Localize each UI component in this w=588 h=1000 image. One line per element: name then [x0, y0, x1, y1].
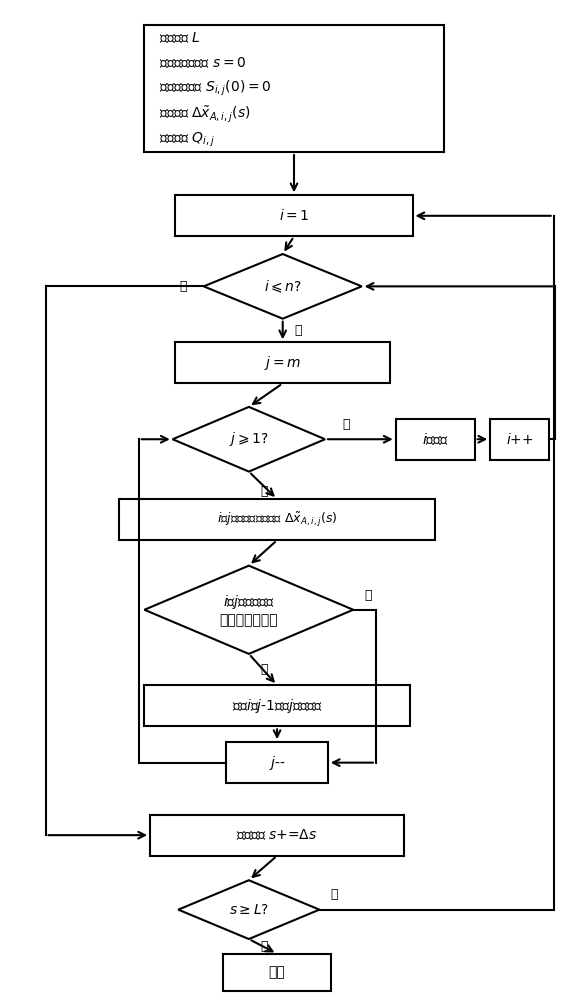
- Polygon shape: [173, 407, 325, 472]
- FancyBboxPatch shape: [145, 25, 443, 152]
- Text: 结束: 结束: [269, 965, 285, 979]
- FancyBboxPatch shape: [175, 342, 390, 383]
- Polygon shape: [178, 880, 319, 939]
- Polygon shape: [203, 254, 362, 319]
- FancyBboxPatch shape: [396, 419, 475, 460]
- Text: 选取阈値 $Q_{i,j}$: 选取阈値 $Q_{i,j}$: [159, 130, 214, 149]
- Text: $i=1$: $i=1$: [279, 208, 309, 223]
- FancyBboxPatch shape: [226, 742, 328, 783]
- FancyBboxPatch shape: [150, 815, 404, 856]
- FancyBboxPatch shape: [490, 419, 549, 460]
- Text: $j$--: $j$--: [269, 754, 285, 772]
- Text: $i$轴$j$阶累加器绝
对値大于阈値？: $i$轴$j$阶累加器绝 对値大于阈値？: [219, 593, 278, 627]
- Text: $j\geqslant 1?$: $j\geqslant 1?$: [229, 430, 269, 448]
- Polygon shape: [145, 566, 353, 654]
- FancyBboxPatch shape: [119, 499, 435, 540]
- Text: 是: 是: [260, 940, 268, 953]
- Text: 否: 否: [330, 888, 338, 901]
- Text: $i$++: $i$++: [506, 432, 533, 447]
- Text: 是: 是: [260, 663, 268, 676]
- Text: 否: 否: [179, 280, 187, 293]
- Text: $j=m$: $j=m$: [264, 354, 301, 372]
- Text: 否: 否: [365, 589, 372, 602]
- Text: 是: 是: [260, 485, 268, 498]
- Text: $i$轴进给: $i$轴进给: [422, 431, 449, 447]
- Text: 否: 否: [342, 418, 349, 431]
- Text: 是: 是: [294, 324, 302, 337]
- FancyBboxPatch shape: [145, 685, 410, 726]
- FancyBboxPatch shape: [223, 954, 330, 991]
- Text: 初始化弧长参数 $s=0$: 初始化弧长参数 $s=0$: [159, 56, 246, 70]
- Text: 选取当量 $\Delta\tilde{x}_{A,i,j}(s)$: 选取当量 $\Delta\tilde{x}_{A,i,j}(s)$: [159, 104, 250, 124]
- Text: 修正$i$轴$j$-1阶和$j$阶累加器: 修正$i$轴$j$-1阶和$j$阶累加器: [232, 697, 322, 715]
- Text: $i\leqslant n?$: $i\leqslant n?$: [263, 278, 302, 295]
- Text: 累计弧长 $s$+=$\Delta s$: 累计弧长 $s$+=$\Delta s$: [236, 828, 318, 843]
- FancyBboxPatch shape: [175, 195, 413, 236]
- Text: $i$轴$j$阶累加器加入当量 $\Delta\tilde{x}_{A,i,j}(s)$: $i$轴$j$阶累加器加入当量 $\Delta\tilde{x}_{A,i,j}…: [217, 510, 338, 529]
- Text: 计算弧长 $L$: 计算弧长 $L$: [159, 30, 200, 45]
- Text: 初始化累加器 $S_{i,j}(0)=0$: 初始化累加器 $S_{i,j}(0)=0$: [159, 79, 271, 98]
- Text: $s\geq L?$: $s\geq L?$: [229, 903, 269, 917]
